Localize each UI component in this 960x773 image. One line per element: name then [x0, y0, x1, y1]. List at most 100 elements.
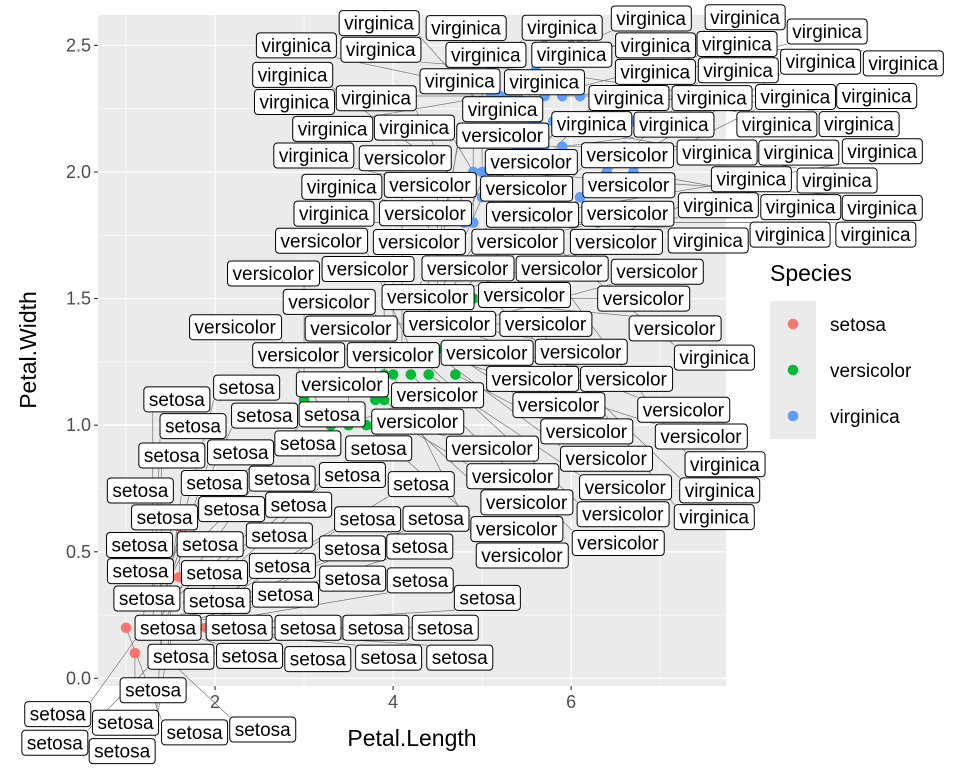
label-box [292, 115, 374, 142]
label-text: virginica [755, 225, 825, 246]
label-text: versicolor [540, 342, 622, 363]
label-box [340, 36, 422, 63]
label-box [355, 644, 423, 671]
label-box [710, 166, 792, 193]
label-box [113, 585, 181, 612]
label-box [318, 461, 386, 488]
label-text: virginica [766, 198, 836, 219]
y-tick-label: 0.0 [66, 668, 91, 688]
label-box [419, 68, 501, 95]
label-box [569, 228, 663, 255]
label-box [106, 477, 174, 504]
point-label-versicolor: versicolor [480, 489, 574, 516]
label-box [180, 560, 248, 587]
label-box [673, 504, 755, 531]
label-text: versicolor [477, 232, 559, 253]
label-text: setosa [125, 681, 181, 702]
point-label-versicolor: versicolor [445, 435, 539, 462]
label-box [265, 491, 333, 518]
label-text: virginica [344, 14, 414, 35]
label-box [373, 114, 455, 141]
label-box [371, 408, 465, 435]
point-label-setosa: setosa [198, 496, 266, 523]
point-label-setosa: setosa [183, 587, 251, 614]
point-label-versicolor: versicolor [321, 256, 415, 283]
label-text: versicolor [409, 314, 491, 335]
label-text: versicolor [587, 146, 669, 167]
point-label-versicolor: versicolor [295, 371, 389, 398]
label-box [654, 423, 748, 450]
point-label-virginica: virginica [425, 15, 507, 42]
label-box [274, 614, 342, 641]
label-box [321, 256, 415, 283]
point-label-versicolor: versicolor [486, 365, 580, 392]
label-text: setosa [361, 648, 417, 669]
label-box [579, 474, 673, 501]
point-label-setosa: setosa [284, 646, 352, 673]
point-label-setosa: setosa [24, 701, 92, 728]
point-label-virginica: virginica [615, 32, 697, 59]
label-text: versicolor [518, 396, 600, 417]
point-label-versicolor: versicolor [499, 310, 593, 337]
label-text: versicolor [582, 505, 664, 526]
label-text: setosa [257, 585, 313, 606]
label-text: virginica [679, 348, 749, 369]
label-text: setosa [149, 390, 205, 411]
point-versicolor [450, 369, 461, 380]
label-text: setosa [325, 569, 381, 590]
label-box [378, 200, 472, 227]
label-text: virginica [307, 177, 377, 198]
label-box [736, 111, 818, 138]
label-box [275, 227, 369, 254]
label-text: versicolor [577, 534, 659, 555]
point-label-versicolor: versicolor [358, 145, 452, 172]
label-box [403, 310, 497, 337]
point-label-setosa: setosa [248, 552, 316, 579]
label-text: versicolor [643, 400, 725, 421]
label-box [319, 565, 387, 592]
label-text: virginica [761, 87, 831, 108]
legend-item-versicolor: versicolor [770, 347, 912, 393]
label-box [248, 465, 316, 492]
point-label-setosa: setosa [386, 533, 454, 560]
label-text: virginica [710, 8, 780, 29]
label-box [298, 401, 366, 428]
point-label-virginica: virginica [780, 48, 862, 75]
label-text: versicolor [634, 319, 716, 340]
point-label-virginica: virginica [614, 58, 696, 85]
label-box [255, 32, 337, 59]
point-virginica [476, 166, 488, 178]
point-label-virginica: virginica [667, 227, 749, 254]
point-versicolor [387, 369, 399, 380]
point-label-versicolor: versicolor [576, 501, 670, 528]
label-text: versicolor [195, 318, 277, 339]
label-text: setosa [393, 475, 449, 496]
point-label-virginica: virginica [292, 115, 374, 142]
label-text: setosa [153, 647, 209, 668]
label-text: versicolor [484, 286, 566, 307]
label-box [411, 614, 479, 641]
label-text: setosa [408, 509, 464, 530]
label-text: virginica [824, 115, 894, 136]
label-leader-line [125, 627, 162, 721]
point-label-versicolor: versicolor [559, 445, 653, 472]
label-text: virginica [594, 88, 664, 109]
point-label-virginica: virginica [760, 194, 842, 221]
label-box [304, 315, 398, 342]
label-box [637, 396, 731, 423]
point-label-virginica: virginica [704, 4, 786, 31]
point-label-versicolor: versicolor [515, 255, 609, 282]
point-label-setosa: setosa [161, 719, 229, 746]
point-label-virginica: virginica [252, 61, 334, 88]
point-label-versicolor: versicolor [475, 542, 569, 569]
label-text: versicolor [378, 232, 460, 253]
label-box [205, 614, 273, 641]
label-text: setosa [213, 443, 269, 464]
label-box [295, 371, 389, 398]
y-tick-label: 2.0 [66, 162, 91, 182]
point-label-virginica: virginica [673, 504, 755, 531]
label-box [338, 10, 420, 37]
point-label-virginica: virginica [841, 138, 923, 165]
label-box [534, 338, 628, 365]
